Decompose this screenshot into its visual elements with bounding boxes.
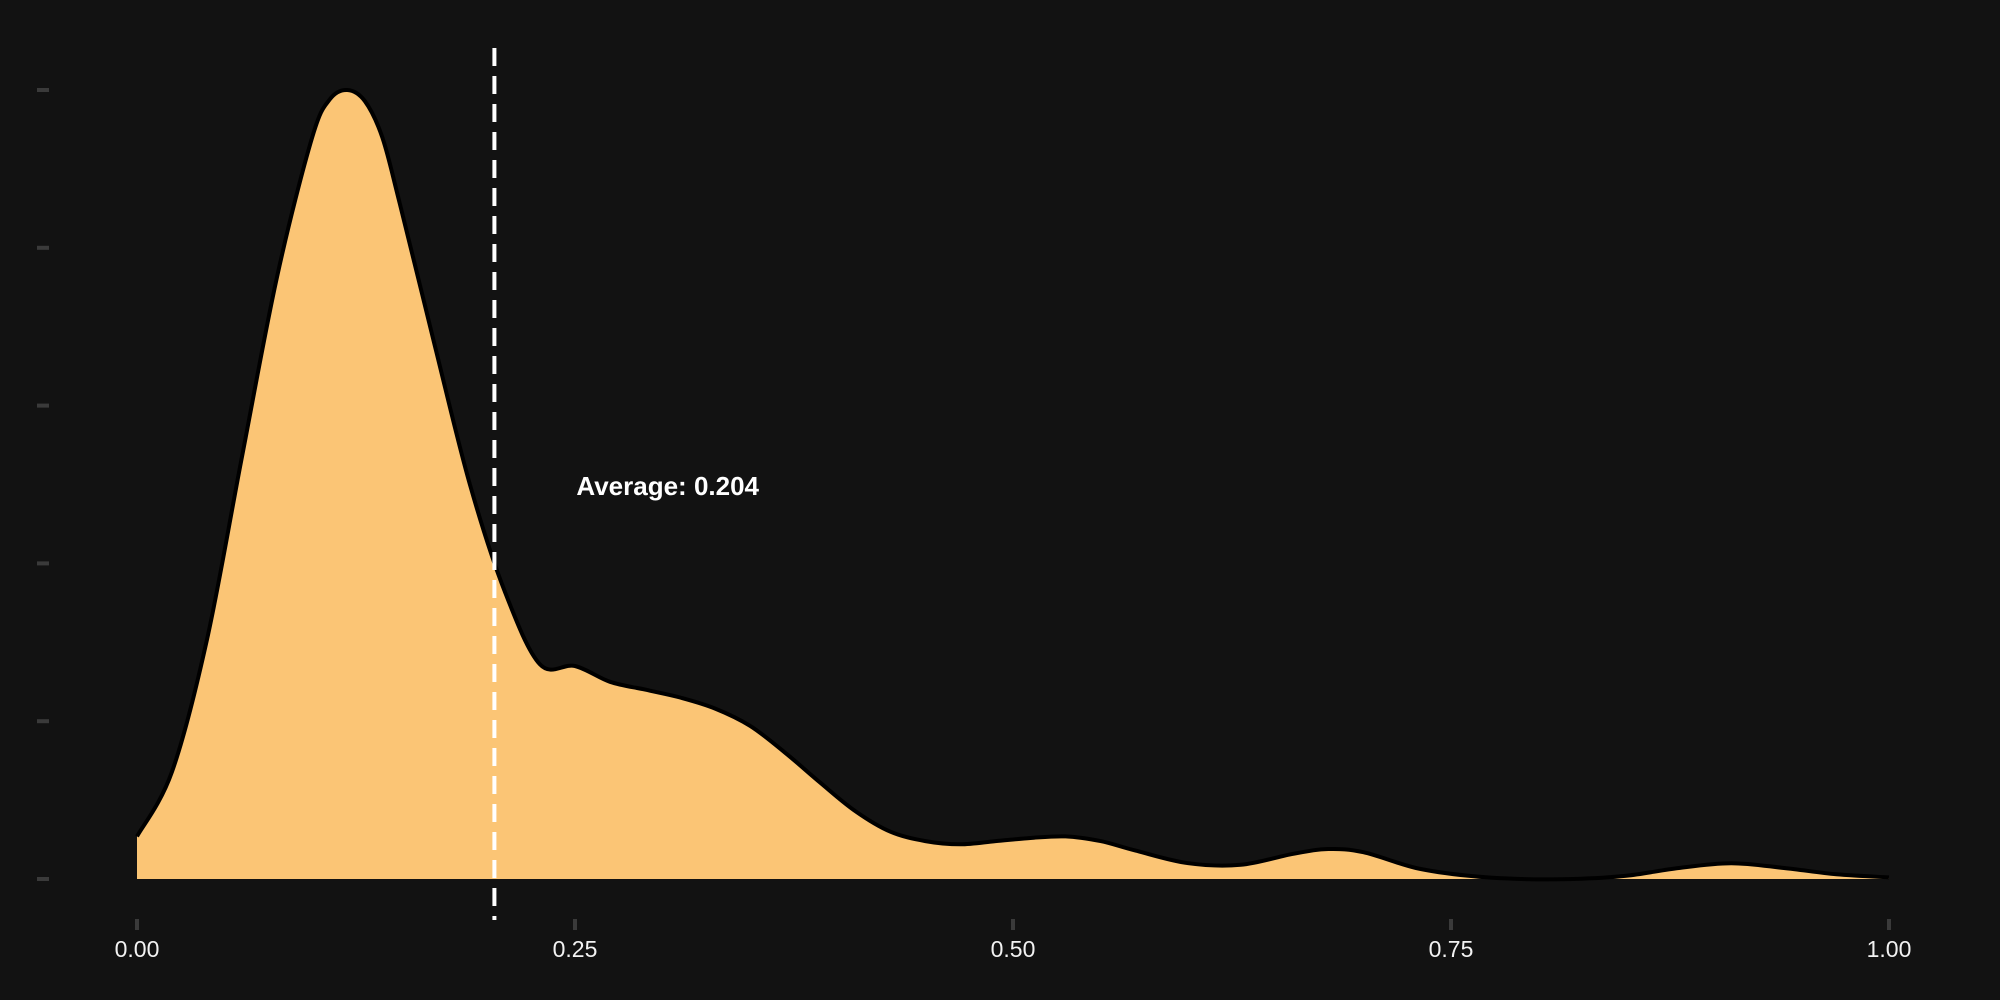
density-area [137, 89, 1889, 880]
x-tick-label: 0.25 [553, 936, 598, 962]
x-tick-label: 0.50 [991, 936, 1036, 962]
density-outline [135, 87, 1890, 882]
mean-annotation: Average: 0.204 [576, 471, 759, 501]
x-tick-label: 1.00 [1867, 936, 1912, 962]
x-tick-label: 0.00 [115, 936, 160, 962]
y-axis-ticks [37, 88, 49, 881]
x-tick-label: 0.75 [1429, 936, 1474, 962]
x-axis-ticks: 0.00 0.25 0.50 0.75 1.00 [115, 919, 1912, 962]
